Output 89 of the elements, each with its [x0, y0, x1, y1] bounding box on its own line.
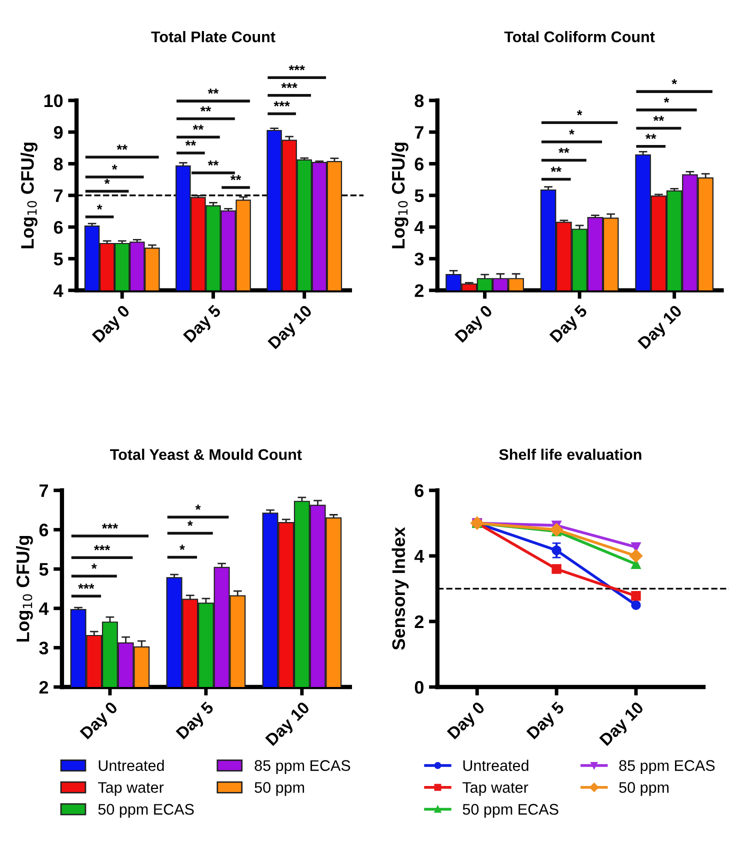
point — [631, 542, 641, 552]
annotation: * — [112, 164, 118, 170]
legend-label: Untreated — [98, 760, 164, 771]
chart-title: Total Coliform Count — [504, 31, 655, 42]
x-tick-label: Day 0 — [454, 304, 496, 346]
y-tick-label: 2 — [39, 680, 48, 694]
y-tick-label: 4 — [414, 221, 424, 234]
x-tick-label: Day 5 — [526, 700, 568, 742]
y-tick-label: 10 — [44, 94, 63, 108]
chart-title: Shelf life evaluation — [499, 448, 642, 460]
y-tick-label: 6 — [414, 484, 424, 498]
y-tick-label: 3 — [39, 642, 48, 654]
point — [552, 545, 562, 556]
text: * — [672, 79, 678, 84]
legend-label: Tap water — [462, 782, 528, 796]
y-axis-title: Log$_{10}$ CFU/g — [391, 142, 408, 248]
chart-title: Total Yeast & Mould Count — [110, 448, 302, 460]
y-tick-label: 4 — [54, 284, 64, 297]
legend-label: Untreated — [463, 760, 528, 771]
annotation: ** — [646, 134, 656, 140]
annotation: ** — [230, 175, 242, 180]
legend-label: 85 ppm ECAS — [254, 760, 350, 774]
annotation: ** — [200, 106, 212, 112]
legend-label: 50 ppm ECAS — [98, 804, 194, 818]
y-tick-label: 2 — [414, 284, 424, 297]
point — [629, 549, 643, 563]
y-axis-title: Log$_{10}$ CFU/g — [20, 142, 38, 248]
annotation: * — [180, 544, 185, 550]
annotation: ** — [192, 124, 204, 130]
legend-label: 50 ppm — [254, 782, 304, 796]
x-tick-label: Day 10 — [599, 701, 646, 748]
y-tick-label: 7 — [414, 126, 424, 139]
annotation: * — [91, 564, 97, 569]
point — [631, 600, 641, 610]
x-tick-label: Day 10 — [265, 701, 312, 748]
annotation: * — [187, 520, 193, 526]
legend-label: 50 ppm ECAS — [462, 804, 558, 818]
y-tick-label: 6 — [414, 158, 424, 170]
text: *** — [288, 65, 305, 70]
annotation: ** — [116, 144, 128, 150]
y-axis-title: Log$_{10}$ CFU/g — [16, 536, 33, 642]
x-tick-label: Day 5 — [183, 304, 224, 346]
annotation: *** — [274, 101, 290, 106]
x-tick-label: Day 10 — [267, 304, 315, 352]
y-tick-label: 7 — [54, 190, 63, 202]
annotation: ** — [550, 166, 562, 172]
annotation: *** — [94, 545, 110, 550]
annotation: ** — [558, 148, 570, 153]
annotation: ** — [208, 160, 219, 166]
y-tick-label: 5 — [414, 190, 424, 202]
legend-label: 85 ppm ECAS — [619, 760, 715, 774]
x-tick-label: Day 0 — [92, 304, 133, 346]
y-tick-label: 6 — [54, 220, 63, 234]
x-tick-label: Day 5 — [176, 700, 217, 742]
y-tick-label: 8 — [414, 94, 424, 108]
y-tick-label: 5 — [54, 252, 63, 266]
annotation: * — [104, 178, 110, 184]
chart-title: Total Plate Count — [151, 31, 276, 42]
x-tick-label: Day 0 — [446, 701, 488, 742]
y-tick-label: 9 — [54, 126, 63, 139]
y-tick-label: 3 — [414, 252, 424, 266]
text: ** — [208, 88, 219, 94]
y-tick-label: 6 — [39, 524, 48, 536]
point — [631, 591, 641, 601]
y-tick-label: 5 — [39, 563, 48, 576]
annotation: * — [569, 129, 574, 135]
legend-label: Tap water — [98, 782, 164, 796]
y-tick-label: 4 — [39, 602, 49, 615]
annotation: *** — [78, 584, 94, 589]
annotation: ** — [653, 116, 664, 122]
annotation: * — [96, 204, 102, 210]
x-tick-label: Day 10 — [637, 304, 685, 352]
annotation: *** — [102, 524, 118, 529]
x-tick-label: Day 0 — [80, 701, 120, 742]
y-tick-label: 0 — [414, 680, 424, 694]
y-tick-label: 7 — [40, 484, 48, 497]
y-tick-label: 2 — [414, 615, 424, 628]
y-axis-title: Sensory Index — [392, 527, 409, 650]
x-tick-label: Day 5 — [549, 304, 590, 346]
y-tick-label: 4 — [414, 550, 424, 562]
annotation: * — [195, 504, 201, 510]
annotation: * — [664, 97, 670, 103]
legend-label: 50 ppm — [619, 782, 669, 796]
text: *** — [281, 82, 298, 88]
point — [550, 523, 564, 536]
annotation: * — [576, 110, 582, 116]
annotation: ** — [185, 140, 196, 146]
point — [552, 564, 562, 574]
y-tick-label: 8 — [54, 158, 63, 170]
